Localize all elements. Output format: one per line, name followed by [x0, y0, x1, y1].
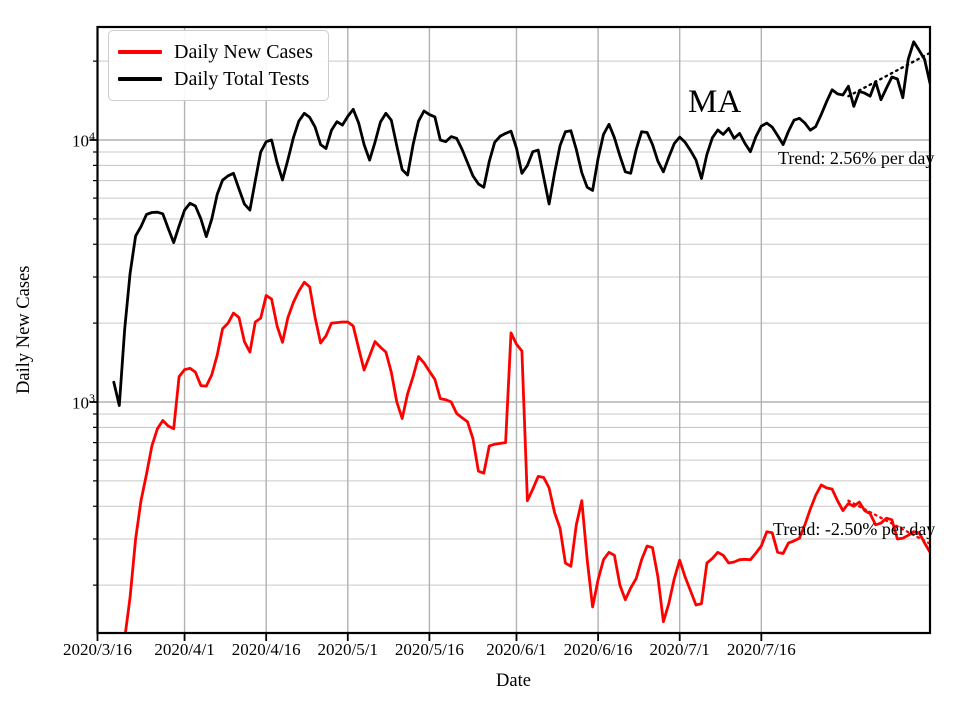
series-line-cases	[124, 280, 930, 633]
legend-label-cases: Daily New Cases	[174, 41, 313, 63]
cases-line-swatch	[118, 50, 162, 54]
legend: Daily New Cases Daily Total Tests	[108, 30, 329, 101]
legend-item-cases: Daily New Cases	[118, 42, 328, 62]
cases-trend-annotation: Trend: -2.50% per day	[773, 519, 936, 539]
axes-spines	[96, 25, 932, 635]
x-axis-label: Date	[496, 671, 531, 691]
trend-dotted-line	[847, 51, 930, 98]
y-tick-label-1e4: 104	[72, 129, 95, 151]
series-line-tests	[112, 40, 930, 407]
x-tick-label: 2020/6/1	[486, 640, 547, 659]
x-tick-label: 2020/6/16	[563, 640, 633, 659]
x-tick-label: 2020/4/16	[231, 640, 301, 659]
x-tick-label: 2020/7/1	[649, 640, 710, 659]
y-axis-label: Daily New Cases	[14, 265, 34, 395]
legend-item-tests: Daily Total Tests	[118, 69, 328, 89]
y-tick-label-1e3: 103	[72, 391, 95, 413]
state-label: MA	[688, 84, 742, 120]
x-tick-label: 2020/3/16	[63, 640, 132, 659]
x-tick-label: 2020/4/1	[154, 640, 215, 659]
legend-label-tests: Daily Total Tests	[174, 68, 310, 90]
x-tick-label: 2020/5/16	[394, 640, 464, 659]
x-tick-label: 2020/5/1	[317, 640, 378, 659]
x-tick-label: 2020/7/16	[726, 640, 796, 659]
tests-trend-annotation: Trend: 2.56% per day	[778, 148, 935, 168]
tests-line-swatch	[118, 77, 162, 81]
